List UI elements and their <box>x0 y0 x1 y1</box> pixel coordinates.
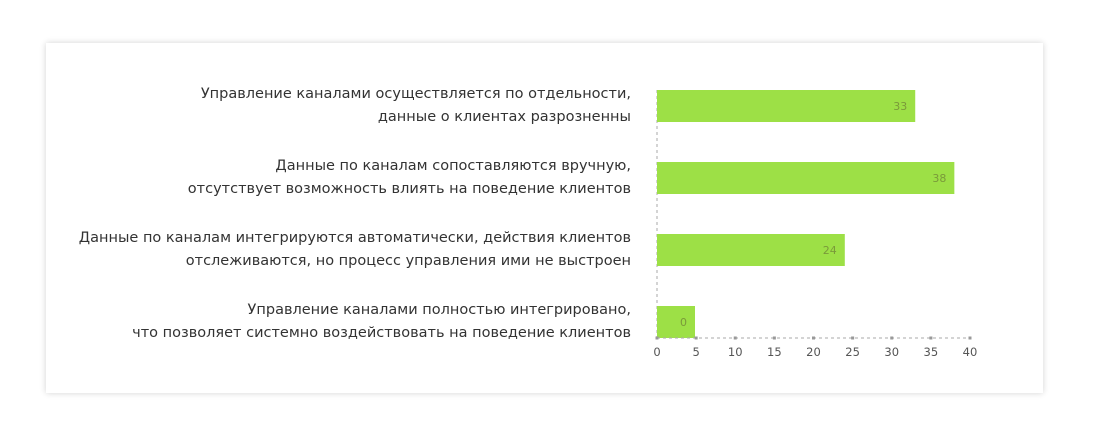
category-label: Управление каналами осуществляется по от… <box>71 83 631 129</box>
x-tick-mark <box>968 336 972 340</box>
category-label: Данные по каналам интегрируются автомати… <box>71 227 631 273</box>
x-tick-mark <box>733 336 737 340</box>
x-tick-label: 0 <box>653 345 660 359</box>
x-tick-label: 5 <box>692 345 699 359</box>
category-label-line: Данные по каналам интегрируются автомати… <box>78 230 631 246</box>
category-label-line: отсутствует возможность влиять на поведе… <box>187 181 631 197</box>
bar <box>657 234 845 266</box>
x-tick-label: 15 <box>767 345 782 359</box>
category-label: Данные по каналам сопоставляются вручную… <box>71 155 631 201</box>
x-tick-label: 35 <box>924 345 939 359</box>
x-tick-label: 20 <box>806 345 821 359</box>
x-tick-mark <box>694 336 698 340</box>
category-label-line: отслеживаются, но процесс управления ими… <box>185 253 631 269</box>
category-label-line: Управление каналами осуществляется по от… <box>200 86 631 102</box>
x-tick-mark <box>851 336 855 340</box>
x-tick-label: 10 <box>728 345 743 359</box>
x-tick-mark <box>929 336 933 340</box>
x-tick-mark <box>772 336 776 340</box>
x-tick-label: 40 <box>963 345 978 359</box>
category-label: Управление каналами полностью интегриров… <box>71 299 631 345</box>
x-tick-mark <box>890 336 894 340</box>
bar <box>657 162 955 194</box>
x-tick-mark <box>812 336 815 340</box>
category-label-line: Управление каналами полностью интегриров… <box>247 302 631 318</box>
category-label-line: Данные по каналам сопоставляются вручную… <box>275 158 631 174</box>
bar <box>657 306 695 338</box>
category-label-line: что позволяет системно воздействовать на… <box>132 325 631 341</box>
category-label-line: данные о клиентах разрозненны <box>377 109 631 125</box>
bar-value-label: 38 <box>932 172 946 185</box>
bar-value-label: 33 <box>893 100 907 113</box>
x-tick-mark <box>655 336 659 340</box>
bar-value-label: 24 <box>823 244 837 257</box>
x-tick-label: 30 <box>884 345 899 359</box>
bar <box>657 90 916 122</box>
x-tick-label: 25 <box>845 345 860 359</box>
bar-value-label: 0 <box>680 316 687 329</box>
